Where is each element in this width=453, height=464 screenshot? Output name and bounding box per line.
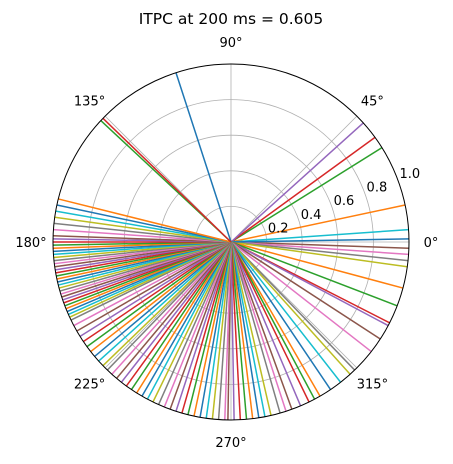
trial-line	[125, 241, 232, 387]
trial-line	[54, 216, 232, 243]
trial-line	[146, 241, 232, 400]
trial-line	[230, 241, 321, 397]
trial-line	[230, 241, 372, 353]
trial-line	[55, 210, 232, 243]
angle-tick-label: 45°	[361, 95, 384, 110]
trial-line	[199, 241, 232, 418]
trial-line	[205, 241, 232, 419]
trial-line	[230, 241, 235, 420]
trial-line	[152, 241, 232, 403]
radial-tick-label: 0.2	[268, 221, 289, 236]
trial-line	[230, 241, 389, 327]
radial-tick-label: 0.8	[367, 181, 388, 196]
trial-line	[230, 241, 409, 249]
tick-labels: 0° 45° 90° 135° 180° 225° 270° 315° 0.2 0.4 0.6 0.8…	[15, 36, 438, 451]
angular-gridline-1	[230, 115, 358, 243]
trial-line	[230, 241, 254, 419]
trial-line	[102, 241, 232, 367]
trial-line	[230, 241, 260, 418]
angle-tick-label: 135°	[74, 95, 105, 110]
trial-line	[175, 241, 232, 412]
trial-line	[53, 235, 232, 243]
angle-tick-label: 315°	[357, 377, 388, 392]
trial-line	[181, 241, 232, 414]
radial-tick-label: 1.0	[399, 167, 420, 182]
trial-line	[53, 228, 232, 243]
trial-line	[58, 198, 232, 243]
trial-line	[98, 241, 232, 362]
trial-line	[83, 241, 232, 343]
trial-line	[86, 241, 232, 348]
trial-line	[230, 241, 409, 256]
trial-line	[230, 241, 293, 410]
chart-title: ITPC at 200 ms = 0.605	[139, 10, 324, 28]
trial-line	[94, 241, 232, 357]
trial-line	[136, 241, 232, 394]
trial-line	[56, 204, 232, 243]
trial-line	[230, 241, 316, 400]
trial-line	[230, 241, 409, 262]
trial-line	[106, 241, 232, 371]
angle-tick-label: 270°	[215, 436, 246, 451]
trial-line	[175, 72, 232, 243]
trial-line	[230, 228, 409, 243]
trial-line	[73, 241, 232, 327]
trial-line	[230, 241, 287, 412]
trial-line	[230, 241, 272, 416]
trial-line	[230, 241, 381, 340]
trial-line	[230, 241, 342, 383]
radial-tick-label: 0.6	[334, 194, 355, 209]
trial-line	[230, 241, 281, 414]
trial-line	[230, 241, 404, 289]
angle-tick-label: 90°	[219, 36, 242, 51]
angle-tick-label: 0°	[424, 236, 439, 251]
trial-line	[230, 241, 242, 420]
trial-line	[230, 241, 302, 407]
trial-phase-lines	[53, 72, 409, 420]
radial-tick-label: 0.4	[301, 208, 322, 223]
trial-line	[230, 204, 406, 243]
trial-line	[130, 241, 232, 390]
polar-frame	[52, 63, 410, 421]
trial-line	[53, 222, 232, 243]
trial-line	[90, 241, 232, 353]
trial-line	[230, 241, 310, 403]
trial-line	[230, 241, 398, 307]
trial-line	[157, 241, 232, 405]
trial-line	[230, 122, 364, 243]
trial-line	[230, 241, 356, 371]
trial-line	[224, 241, 232, 420]
trial-line	[230, 136, 376, 243]
trial-line	[230, 241, 408, 268]
trial-line	[116, 241, 232, 379]
trial-line	[230, 238, 409, 243]
angle-tick-label: 180°	[15, 236, 46, 251]
trial-line	[230, 147, 383, 243]
trial-line	[102, 117, 232, 243]
trial-line	[230, 241, 351, 375]
trial-line	[217, 241, 232, 420]
trial-line	[193, 241, 232, 417]
trial-line	[211, 241, 232, 420]
trial-line	[111, 241, 232, 375]
trial-line	[230, 241, 266, 417]
trial-line	[141, 241, 232, 397]
trial-line	[230, 241, 248, 420]
trial-line	[187, 241, 232, 415]
trial-line	[163, 241, 232, 408]
trial-line	[169, 241, 232, 410]
angle-tick-label: 225°	[74, 377, 105, 392]
trial-line	[79, 241, 232, 337]
trial-line	[120, 241, 232, 383]
trial-line	[76, 241, 232, 332]
trial-line	[230, 241, 332, 390]
